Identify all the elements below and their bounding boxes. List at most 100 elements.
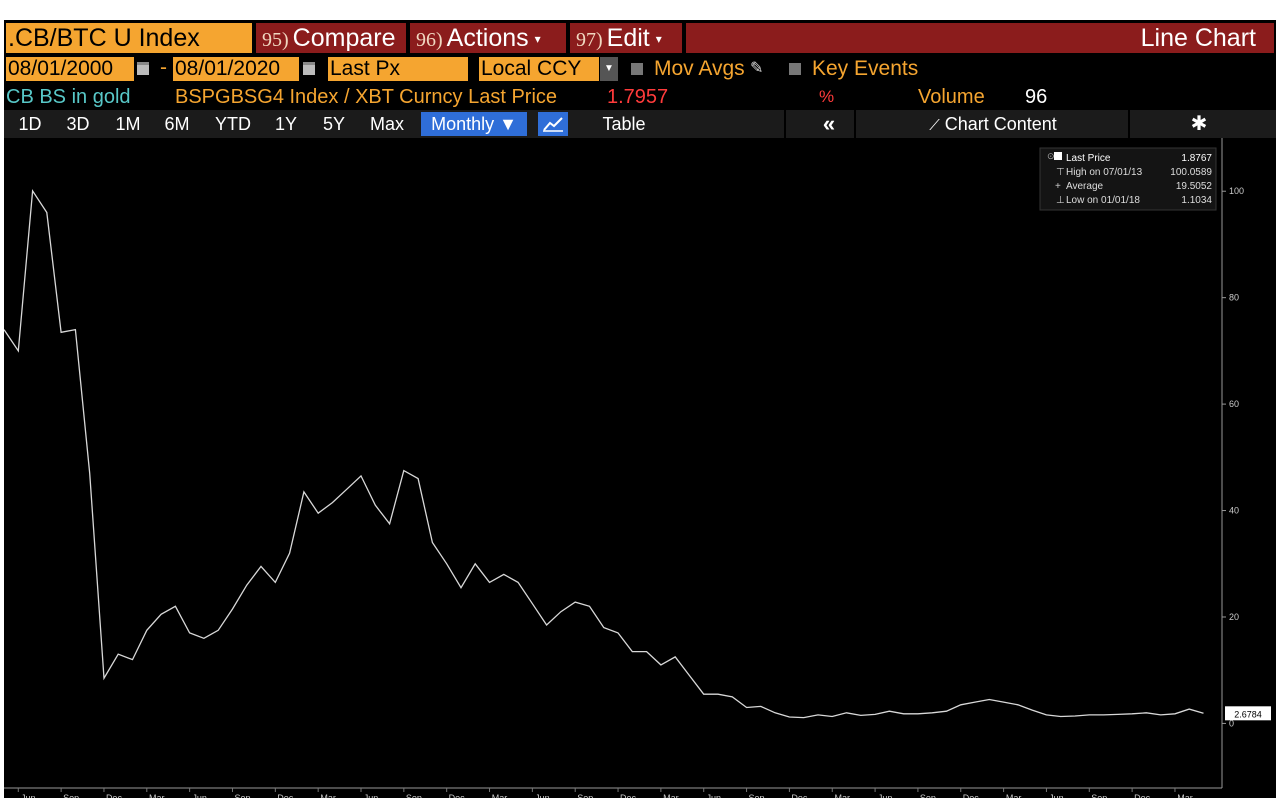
last-value-label: 2.6784: [1234, 709, 1262, 719]
terminal-screen: .CB/BTC U Index 95) Compare 96) Actions ▾ 9…: [4, 20, 1276, 798]
edit-button[interactable]: 97) Edit ▾: [570, 23, 682, 53]
legend-low-value: 1.1034: [1181, 195, 1212, 206]
x-tick-label: Dec: [1134, 793, 1151, 798]
gear-icon[interactable]: ✱: [1184, 112, 1214, 136]
range-max-button[interactable]: Max: [362, 112, 412, 136]
actions-number: 96): [416, 29, 443, 51]
toolbar-divider: [784, 110, 786, 138]
range-5y-button[interactable]: 5Y: [314, 112, 354, 136]
x-tick-label: Jun: [364, 793, 379, 798]
x-tick-label: Dec: [449, 793, 466, 798]
chart-content-button[interactable]: ⟋ Chart Content: [912, 112, 1074, 136]
x-tick-label: Sep: [234, 793, 250, 798]
x-tick-label: Sep: [63, 793, 79, 798]
chart-type-label: Line Chart: [1141, 23, 1256, 53]
compare-button[interactable]: 95) Compare: [256, 23, 406, 53]
chart-legend: ⊙ Last Price 1.8767 ⊤ High on 07/01/13 1…: [1040, 148, 1216, 210]
x-tick-label: Jun: [1049, 793, 1064, 798]
table-button[interactable]: Table: [574, 112, 674, 136]
mov-avgs-checkbox[interactable]: [631, 63, 643, 75]
ticker-field[interactable]: .CB/BTC U Index: [6, 23, 252, 53]
y-tick-label: 40: [1229, 506, 1239, 516]
x-tick-label: Dec: [791, 793, 808, 798]
range-1d-button[interactable]: 1D: [10, 112, 50, 136]
chart-toolbar: 1D 3D 1M 6M YTD 1Y 5Y Max Monthly ▼ Tabl…: [4, 110, 1276, 138]
y-tick-label: 100: [1229, 186, 1244, 196]
calendar-icon[interactable]: [303, 62, 315, 75]
x-tick-label: Sep: [577, 793, 593, 798]
x-tick-label: Sep: [1091, 793, 1107, 798]
x-tick-label: Dec: [277, 793, 294, 798]
x-tick-label: Dec: [106, 793, 123, 798]
volume-value: 96: [1025, 84, 1047, 110]
end-date-field[interactable]: 08/01/2020: [173, 57, 299, 81]
caret-down-icon: ▾: [535, 32, 541, 46]
last-price-value: 1.7957: [607, 84, 668, 110]
x-tick-label: Dec: [963, 793, 980, 798]
y-tick-label: 80: [1229, 293, 1239, 303]
range-3d-button[interactable]: 3D: [58, 112, 98, 136]
compare-label: Compare: [293, 24, 396, 52]
x-tick-label: Sep: [749, 793, 765, 798]
legend-swatch: [1054, 152, 1062, 160]
legend-average-marker: +: [1055, 181, 1061, 192]
x-tick-label: Mar: [492, 793, 508, 798]
period-select[interactable]: Monthly ▼: [421, 112, 527, 136]
y-tick-label: 60: [1229, 399, 1239, 409]
legend-pin-icon: ⊙: [1047, 151, 1055, 161]
collapse-icon[interactable]: «: [809, 112, 849, 136]
x-tick-label: Jun: [21, 793, 36, 798]
title-bar: Line Chart: [686, 23, 1274, 53]
x-tick-label: Jun: [706, 793, 721, 798]
x-tick-label: Sep: [406, 793, 422, 798]
range-ytd-button[interactable]: YTD: [207, 112, 259, 136]
line-chart-icon[interactable]: [538, 112, 568, 136]
volume-label: Volume: [918, 84, 985, 110]
x-tick-label: Sep: [920, 793, 936, 798]
legend-high-marker: ⊤: [1056, 167, 1065, 178]
x-tick-label: Jun: [192, 793, 207, 798]
chevron-down-icon[interactable]: ▼: [600, 57, 618, 81]
field-select[interactable]: Last Px: [328, 57, 468, 81]
x-tick-label: Dec: [620, 793, 637, 798]
chart-content-label: Chart Content: [945, 114, 1057, 134]
security-description: BSPGBSG4 Index / XBT Curncy Last Price: [175, 84, 557, 110]
date-separator: -: [160, 56, 167, 80]
pencil-icon[interactable]: ✎: [750, 56, 763, 82]
legend-high-label: High on 07/01/13: [1066, 167, 1143, 178]
legend-high-value: 100.0589: [1170, 167, 1212, 178]
actions-label: Actions: [447, 24, 529, 52]
legend-average-label: Average: [1066, 181, 1104, 192]
range-6m-button[interactable]: 6M: [156, 112, 198, 136]
x-tick-label: Jun: [535, 793, 550, 798]
calendar-icon[interactable]: [137, 62, 149, 75]
actions-button[interactable]: 96) Actions ▾: [410, 23, 566, 53]
compare-number: 95): [262, 29, 289, 51]
legend-last-value: 1.8767: [1181, 153, 1212, 164]
start-date-field[interactable]: 08/01/2000: [6, 57, 134, 81]
command-bar: .CB/BTC U Index 95) Compare 96) Actions ▾ 9…: [4, 20, 1276, 54]
key-events-label: Key Events: [812, 56, 918, 82]
line-chart-icon-glyph: [542, 115, 564, 133]
key-events-checkbox[interactable]: [789, 63, 801, 75]
legend-low-label: Low on 01/01/18: [1066, 195, 1140, 206]
toolbar-divider: [1128, 110, 1130, 138]
currency-select[interactable]: Local CCY: [479, 57, 599, 81]
legend-low-marker: ⊥: [1056, 195, 1065, 206]
x-tick-label: Mar: [320, 793, 336, 798]
y-tick-label: 20: [1229, 612, 1239, 622]
percent-icon[interactable]: %: [819, 84, 834, 110]
line-chart: 0204060801002.6784Jun2013SepDecMar2014Ju…: [4, 138, 1276, 798]
security-info-bar: CB BS in gold BSPGBSG4 Index / XBT Curnc…: [4, 84, 1276, 110]
x-tick-label: Mar: [834, 793, 850, 798]
toolbar-divider: [854, 110, 856, 138]
mov-avgs-label: Mov Avgs: [654, 56, 745, 82]
x-tick-label: Mar: [663, 793, 679, 798]
caret-down-icon: ▾: [656, 32, 662, 46]
legend-average-value: 19.5052: [1176, 181, 1213, 192]
chart-content-icon: ⟋: [929, 117, 940, 134]
options-bar: 08/01/2000 - 08/01/2020 Last Px Local CC…: [4, 56, 1276, 82]
range-1y-button[interactable]: 1Y: [266, 112, 306, 136]
range-1m-button[interactable]: 1M: [107, 112, 149, 136]
